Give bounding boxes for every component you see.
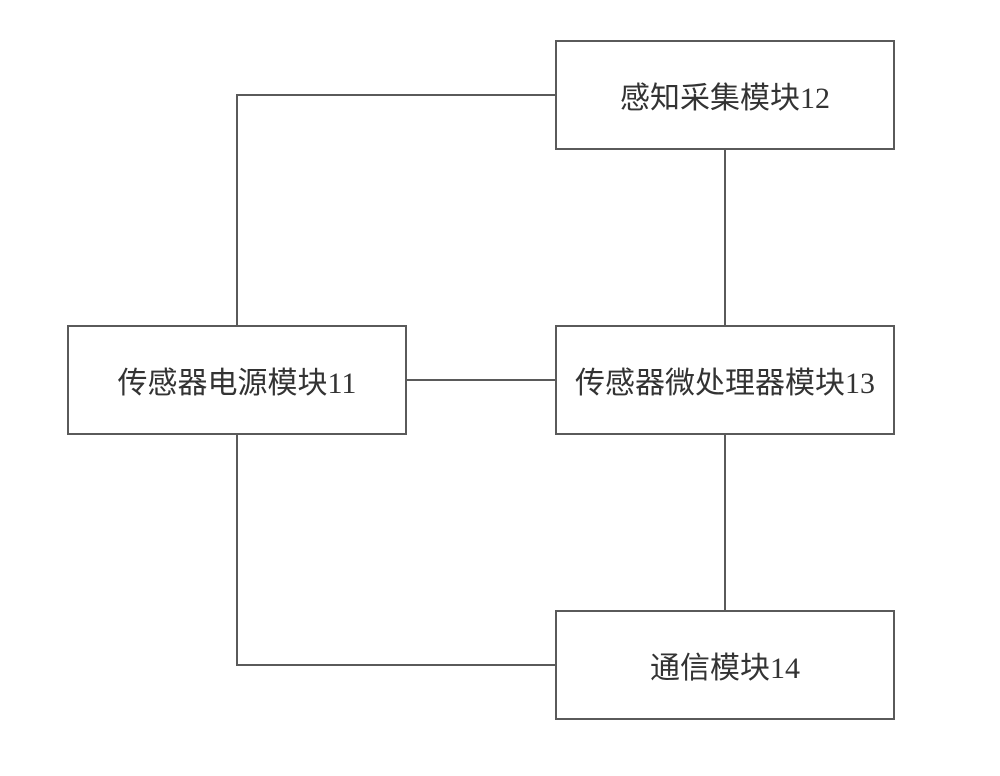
node-power-label: 传感器电源模块11 [118, 358, 357, 402]
node-mcu: 传感器微处理器模块13 [555, 325, 895, 435]
node-sensing: 感知采集模块12 [555, 40, 895, 150]
node-comm-label: 通信模块14 [650, 643, 800, 687]
node-comm: 通信模块14 [555, 610, 895, 720]
node-mcu-label: 传感器微处理器模块13 [575, 358, 875, 402]
node-sensing-label: 感知采集模块12 [620, 73, 830, 117]
diagram-canvas: 传感器电源模块11 感知采集模块12 传感器微处理器模块13 通信模块14 [0, 0, 1000, 776]
node-power: 传感器电源模块11 [67, 325, 407, 435]
